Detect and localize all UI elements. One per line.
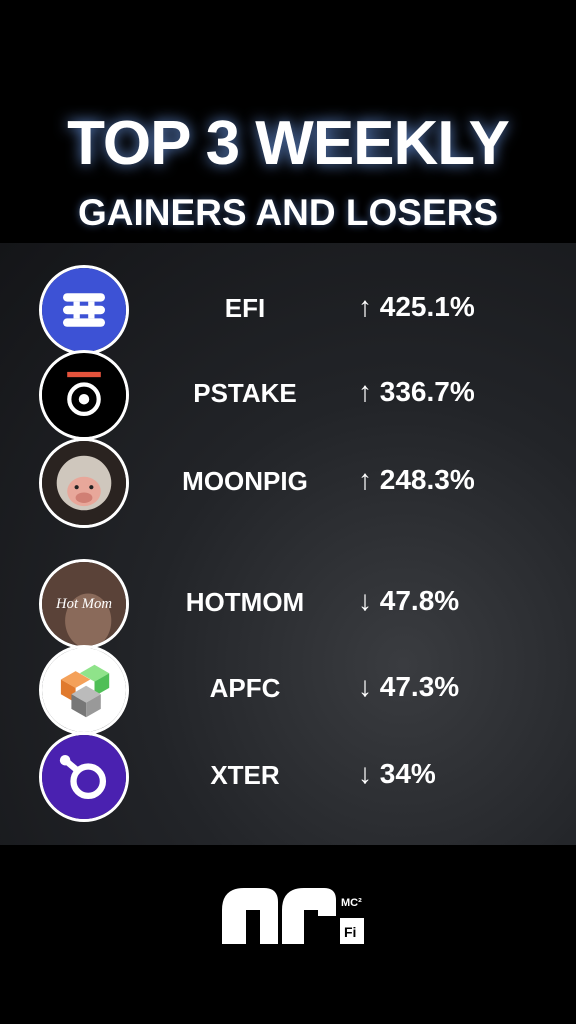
token-change: ↑ 425.1% (358, 291, 475, 322)
token-row: MOONPIG ↑ 248.3% (0, 438, 576, 528)
token-icon (39, 350, 129, 440)
token-name: HOTMOM (185, 587, 305, 617)
token-icon (39, 438, 129, 528)
token-change: ↓ 47.8% (358, 585, 460, 616)
logo: MC² Fi (222, 888, 364, 944)
token-change: ↓ 47.3% (358, 671, 460, 702)
subtitle: GAINERS AND LOSERS (77, 192, 499, 233)
title: TOP 3 WEEKLY (67, 109, 510, 178)
token-row: APFC ↓ 47.3% (0, 645, 576, 735)
token-row: XTER ↓ 34% (0, 732, 576, 822)
token-name: PSTAKE (193, 378, 297, 408)
token-row: PSTAKE ↑ 336.7% (0, 350, 576, 440)
token-name: MOONPIG (182, 466, 308, 496)
token-name: EFI (224, 293, 266, 323)
token-change: ↓ 34% (358, 758, 436, 789)
token-change: ↑ 336.7% (358, 376, 475, 407)
token-icon (39, 645, 129, 735)
token-icon: Hot Mom (39, 559, 129, 649)
token-icon (39, 732, 129, 822)
token-name: XTER (210, 760, 280, 790)
icon-text: Hot Mom (55, 596, 112, 612)
token-icon (39, 265, 129, 355)
token-row: EFI ↑ 425.1% (0, 265, 576, 355)
logo-superscript: MC² (341, 897, 362, 909)
logo-badge: Fi (344, 924, 356, 940)
token-change: ↑ 248.3% (358, 464, 475, 495)
token-row: Hot Mom HOTMOM ↓ 47.8% (0, 559, 576, 649)
token-name: APFC (209, 673, 281, 703)
